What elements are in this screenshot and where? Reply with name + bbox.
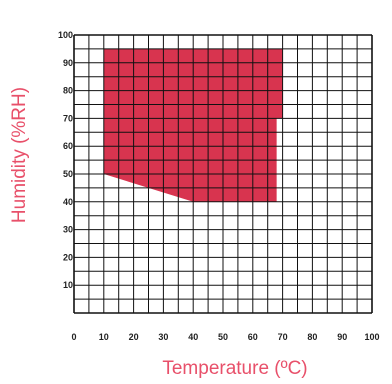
y-tick-label: 50: [63, 169, 73, 179]
x-axis-label: Temperature (ºC): [162, 358, 307, 379]
y-tick-label: 30: [63, 225, 73, 235]
grid-lines: [73, 34, 373, 314]
x-tick-label: 80: [307, 332, 317, 342]
x-tick-label: 90: [337, 332, 347, 342]
x-tick-label: 30: [158, 332, 168, 342]
y-tick-label: 10: [63, 280, 73, 290]
y-tick-label: 100: [58, 30, 73, 40]
y-tick-label: 70: [63, 113, 73, 123]
y-tick-label: 20: [63, 252, 73, 262]
y-tick-label: 80: [63, 86, 73, 96]
y-tick-label: 90: [63, 58, 73, 68]
x-tick-label: 10: [99, 332, 109, 342]
x-tick-label: 0: [71, 332, 76, 342]
ticks-layer: 0 10 20 30 40 50 60 70 80 90 100 10 20 30 40 50 60 70 80 90…: [58, 30, 380, 342]
x-tick-label: 40: [188, 332, 198, 342]
region-layer: [73, 34, 373, 314]
x-tick-label: 60: [248, 332, 258, 342]
y-tick-label: 60: [63, 141, 73, 151]
y-tick-label: 40: [63, 197, 73, 207]
x-tick-label: 70: [278, 332, 288, 342]
x-tick-label: 100: [364, 332, 379, 342]
x-tick-label: 20: [129, 332, 139, 342]
x-tick-label: 50: [218, 332, 228, 342]
y-axis-label: Humidity (%RH): [9, 87, 30, 223]
